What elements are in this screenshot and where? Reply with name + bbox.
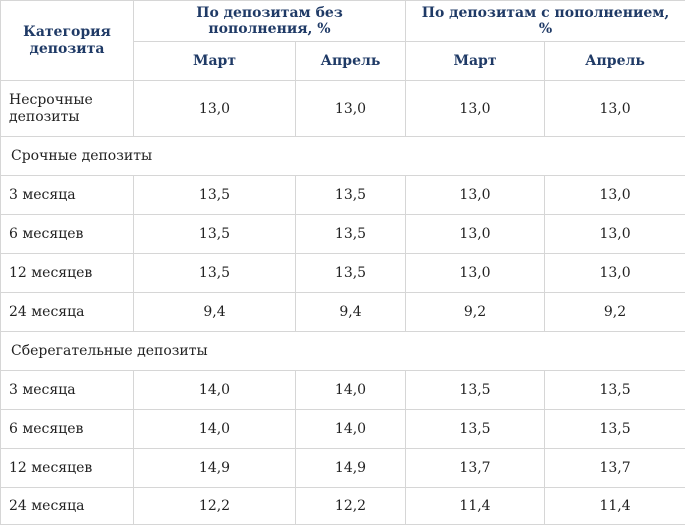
- cell-value: 14,0: [294, 370, 407, 410]
- section-row-term: Срочные депозиты: [0, 136, 685, 176]
- cell-value: 13,0: [544, 214, 685, 254]
- header-group-topup: По депозитам с пополнением, %: [405, 0, 685, 42]
- cell-value: 13,0: [405, 253, 546, 293]
- cell-value: 14,9: [133, 448, 296, 488]
- table-row: 24 месяца 9,4 9,4 9,2 9,2: [0, 292, 685, 332]
- cell-value: 11,4: [544, 487, 685, 525]
- cell-value: 12,2: [294, 487, 407, 525]
- table-row: 12 месяцев 14,9 14,9 13,7 13,7: [0, 448, 685, 488]
- table-row: 6 месяцев 14,0 14,0 13,5 13,5: [0, 409, 685, 449]
- cell-value: 11,4: [405, 487, 546, 525]
- cell-value: 12,2: [133, 487, 296, 525]
- header-group-no-topup: По депозитам без пополнения, %: [132, 0, 407, 42]
- cell-value: 13,5: [544, 370, 685, 410]
- cell-value: 13,0: [133, 80, 296, 137]
- table-row: 24 месяца 12,2 12,2 11,4 11,4: [0, 487, 685, 525]
- cell-value: 13,5: [294, 214, 407, 254]
- row-label: 6 месяцев: [0, 409, 134, 449]
- table-row: 3 месяца 14,0 14,0 13,5 13,5: [0, 370, 685, 410]
- cell-value: 13,5: [133, 253, 296, 293]
- header-month-march: Март: [405, 41, 546, 81]
- cell-value: 14,0: [133, 409, 296, 449]
- cell-value: 9,2: [544, 292, 685, 332]
- cell-value: 9,4: [294, 292, 407, 332]
- table-row: 3 месяца 13,5 13,5 13,0 13,0: [0, 175, 685, 215]
- cell-value: 9,4: [133, 292, 296, 332]
- row-label: 24 месяца: [0, 292, 134, 332]
- table-header-row-groups: Категория депозита По депозитам без попо…: [0, 0, 685, 81]
- table-header-row-months: Март Апрель Март Апрель: [1, 41, 685, 81]
- header-month-april: Апрель: [294, 41, 407, 81]
- section-row-savings: Сберегательные депозиты: [0, 331, 685, 371]
- cell-value: 13,0: [405, 175, 546, 215]
- row-label: 12 месяцев: [0, 448, 134, 488]
- table-row: Несрочные депозиты 13,0 13,0 13,0 13,0: [0, 80, 685, 137]
- cell-value: 13,0: [405, 80, 546, 137]
- cell-value: 13,0: [294, 80, 407, 137]
- header-category: Категория депозита: [0, 0, 134, 81]
- row-label: 3 месяца: [0, 175, 134, 215]
- cell-value: 13,5: [544, 409, 685, 449]
- row-label: 3 месяца: [0, 370, 134, 410]
- section-title: Срочные депозиты: [0, 136, 685, 176]
- cell-value: 13,7: [405, 448, 546, 488]
- cell-value: 13,5: [405, 370, 546, 410]
- section-title: Сберегательные депозиты: [0, 331, 685, 371]
- header-month-april: Апрель: [544, 41, 685, 81]
- row-label: Несрочные депозиты: [0, 80, 134, 137]
- cell-value: 13,5: [294, 253, 407, 293]
- row-label: 6 месяцев: [0, 214, 134, 254]
- row-label: 24 месяца: [0, 487, 134, 525]
- cell-value: 13,5: [133, 214, 296, 254]
- cell-value: 14,0: [294, 409, 407, 449]
- table-row: 6 месяцев 13,5 13,5 13,0 13,0: [0, 214, 685, 254]
- cell-value: 13,5: [405, 409, 546, 449]
- cell-value: 13,0: [544, 175, 685, 215]
- cell-value: 13,5: [133, 175, 296, 215]
- cell-value: 14,9: [294, 448, 407, 488]
- table-row: 12 месяцев 13,5 13,5 13,0 13,0: [0, 253, 685, 293]
- cell-value: 13,0: [544, 80, 685, 137]
- cell-value: 13,5: [294, 175, 407, 215]
- cell-value: 13,0: [405, 214, 546, 254]
- header-month-march: Март: [133, 41, 296, 81]
- cell-value: 13,0: [544, 253, 685, 293]
- cell-value: 9,2: [405, 292, 546, 332]
- cell-value: 13,7: [544, 448, 685, 488]
- row-label: 12 месяцев: [0, 253, 134, 293]
- cell-value: 14,0: [133, 370, 296, 410]
